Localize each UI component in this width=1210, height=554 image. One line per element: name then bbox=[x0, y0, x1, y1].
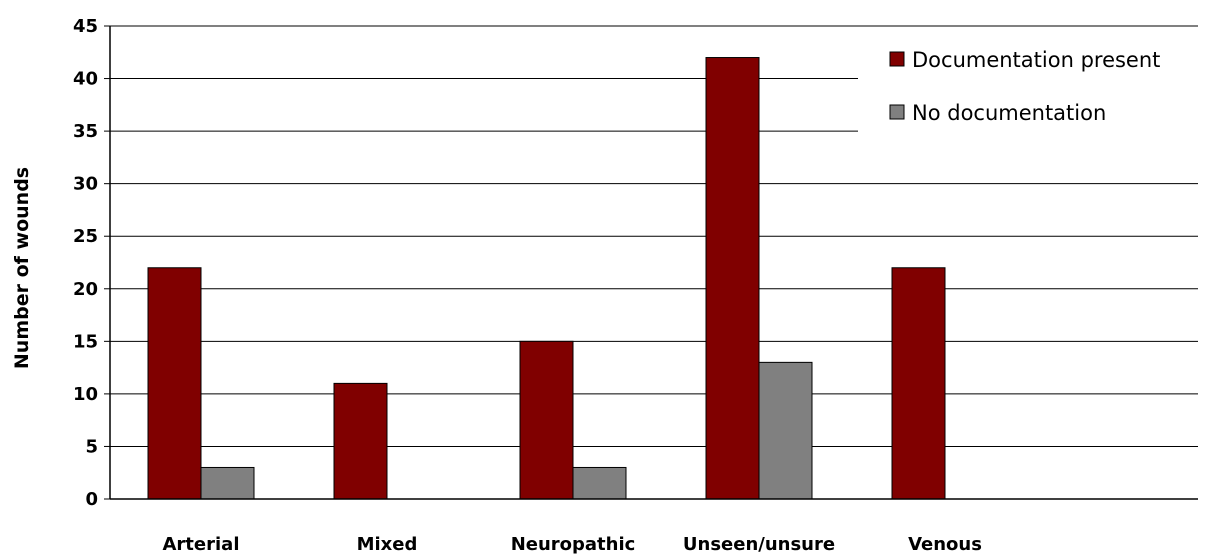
axes: 0 5 10 15 20 25 30 35 40 45 Arterial Mixed Neuropath… bbox=[73, 16, 1198, 554]
y-tick-label: 30 bbox=[73, 174, 98, 195]
bar-neuropathic-series-2 bbox=[572, 466, 627, 500]
y-tick-label: 35 bbox=[73, 121, 98, 142]
y-tick-label: 0 bbox=[85, 489, 98, 510]
bar-arterial-series-2 bbox=[200, 466, 255, 500]
legend-swatch bbox=[889, 104, 905, 120]
bar-venous-series-1 bbox=[891, 267, 946, 500]
legend-label: No documentation bbox=[912, 101, 1106, 125]
bar-mixed-series-1 bbox=[333, 382, 388, 500]
x-category-label: Mixed bbox=[357, 534, 418, 554]
y-tick-label: 15 bbox=[73, 331, 98, 352]
x-category-label: Arterial bbox=[163, 534, 240, 554]
y-tick-label: 45 bbox=[73, 16, 98, 37]
bar-unseen-unsure-series-1 bbox=[705, 57, 760, 500]
y-tick-label: 25 bbox=[73, 226, 98, 247]
y-tick-label: 10 bbox=[73, 384, 98, 405]
x-category-label: Neuropathic bbox=[511, 534, 636, 554]
bar-arterial-series-1 bbox=[147, 267, 202, 500]
y-tick-label: 5 bbox=[85, 436, 98, 457]
x-category-label: Venous bbox=[908, 534, 982, 554]
legend-swatch bbox=[889, 51, 905, 67]
y-tick-label: 20 bbox=[73, 279, 98, 300]
y-axis-title: Number of wounds bbox=[11, 167, 33, 369]
grid-lines bbox=[110, 25, 1198, 447]
legend-background bbox=[858, 38, 1198, 158]
y-tick-label: 40 bbox=[73, 69, 98, 90]
legend: Documentation present No documentation bbox=[858, 38, 1198, 158]
bars bbox=[147, 57, 946, 500]
bar-unseen-unsure-series-2 bbox=[758, 361, 813, 500]
bar-neuropathic-series-1 bbox=[519, 340, 574, 500]
x-category-label: Unseen/unsure bbox=[683, 534, 835, 554]
legend-label: Documentation present bbox=[912, 48, 1160, 72]
